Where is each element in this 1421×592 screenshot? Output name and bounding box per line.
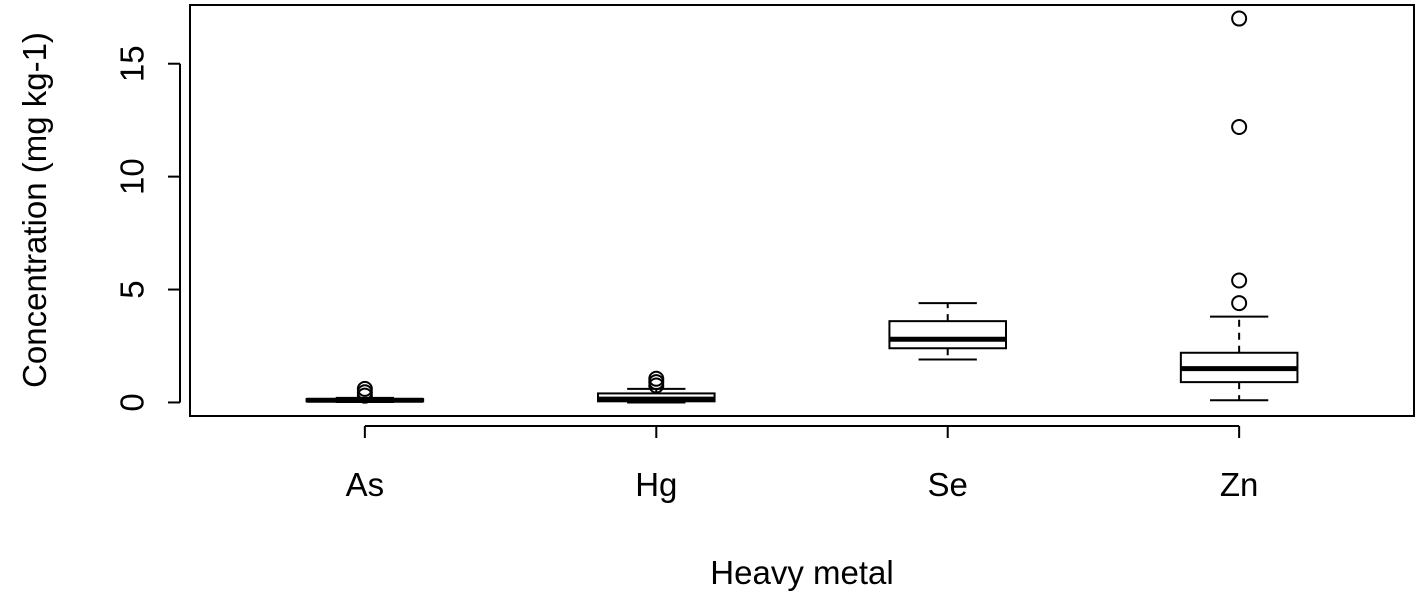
x-tick-label-Zn: Zn xyxy=(1220,466,1259,503)
outlier-zn-2 xyxy=(1231,118,1248,135)
box-as xyxy=(305,380,425,404)
x-tick-label-Hg: Hg xyxy=(635,466,677,503)
outlier-as-2 xyxy=(356,380,373,397)
x-axis-title: Heavy metal xyxy=(710,554,893,591)
outlier-zn-3 xyxy=(1231,10,1248,27)
y-tick-label-10: 10 xyxy=(114,158,151,195)
y-tick-label-15: 15 xyxy=(114,45,151,82)
box-hg xyxy=(597,370,716,404)
iqr-box-se xyxy=(888,320,1008,350)
outlier-hg-2 xyxy=(648,370,665,387)
y-tick-label-5: 5 xyxy=(114,280,151,298)
x-tick-label-Se: Se xyxy=(928,466,968,503)
y-tick-label-0: 0 xyxy=(114,393,151,411)
y-axis: 0 5 10 15 xyxy=(114,45,181,412)
x-tick-label-As: As xyxy=(346,466,385,503)
x-axis: As Hg Se Zn xyxy=(346,425,1259,503)
outlier-zn-0 xyxy=(1231,295,1248,312)
boxes xyxy=(305,10,1299,404)
y-axis-title: Concentration (mg kg-1) xyxy=(16,32,53,388)
box-zn xyxy=(1179,10,1299,402)
plot-frame xyxy=(189,4,1415,417)
outlier-hg-1 xyxy=(648,374,665,391)
outlier-zn-1 xyxy=(1231,272,1248,289)
box-se xyxy=(888,302,1008,361)
